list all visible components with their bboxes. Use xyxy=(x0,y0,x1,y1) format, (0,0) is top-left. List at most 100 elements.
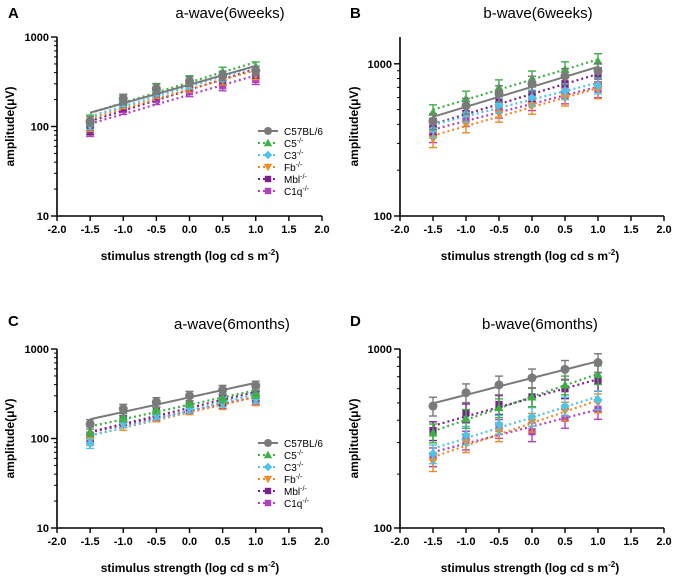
data-point-c xyxy=(118,418,128,428)
legend-label-a: C57BL/6 xyxy=(284,127,323,138)
legend-label-c: C5-/- xyxy=(284,450,304,462)
x-axis-label-a: stimulus strength (log cd s m-2) xyxy=(101,248,279,263)
data-point-d xyxy=(461,413,471,422)
data-point-b xyxy=(527,92,537,103)
x-tick-label-c: 0.5 xyxy=(215,536,230,548)
data-point-d xyxy=(428,449,438,459)
data-point-c xyxy=(184,403,195,413)
y-tick-label-b: 100 xyxy=(374,211,392,223)
legend-marker-c xyxy=(263,475,273,484)
legend-marker-a xyxy=(263,163,273,172)
series-line-d-0 xyxy=(432,360,599,405)
y-tick-label-b: 1000 xyxy=(368,59,392,71)
x-tick-label-a: -2.0 xyxy=(48,224,67,236)
svg-text:amplitude(μV): amplitude(μV) xyxy=(347,86,361,166)
legend-label-c: C3-/- xyxy=(284,462,304,474)
series-a-fb xyxy=(85,69,261,133)
y-tick-label-a: 1000 xyxy=(25,32,49,44)
x-tick-label-d: 2.0 xyxy=(656,536,671,548)
legend-marker-c xyxy=(264,499,272,507)
x-tick-label-c: 2.0 xyxy=(314,536,329,548)
panel-label-a: A xyxy=(8,5,19,22)
svg-text:amplitude(μV): amplitude(μV) xyxy=(347,398,361,478)
data-point-c xyxy=(251,381,261,391)
plot-area-c: 10 100 1000 -2.0 -1.5 -1.0 -0.5 0.0 0.5 1.0 1.5 2.0… xyxy=(25,344,330,548)
data-point-c xyxy=(118,412,128,421)
data-point-d xyxy=(461,388,471,398)
legend-marker-a xyxy=(264,175,272,183)
series-d-fb xyxy=(428,393,603,473)
y-tick-label-c: 1000 xyxy=(25,344,49,356)
data-point-d xyxy=(428,401,438,411)
series-line-b-1 xyxy=(432,58,599,111)
data-point-b xyxy=(560,86,570,96)
data-point-d xyxy=(560,364,570,374)
x-tick-label-a: -0.5 xyxy=(147,224,166,236)
x-tick-label-a: 0.0 xyxy=(182,224,197,236)
x-tick-label-d: 1.0 xyxy=(590,536,605,548)
x-tick-label-b: 2.0 xyxy=(656,224,671,236)
y-tick-label-c: 100 xyxy=(31,434,49,446)
x-tick-label-c: -2.0 xyxy=(48,536,67,548)
legend-marker-c xyxy=(264,487,272,495)
data-point-d xyxy=(494,419,504,429)
x-tick-label-d: 1.5 xyxy=(623,536,638,548)
panel-title-a: a-wave(6weeks) xyxy=(175,5,284,22)
data-point-d xyxy=(560,380,570,389)
data-point-d xyxy=(527,392,537,401)
series-d-c5 xyxy=(428,365,603,444)
series-line-a-2 xyxy=(89,65,257,118)
legend-marker-c xyxy=(263,462,273,472)
x-tick-label-c: 0.0 xyxy=(182,536,197,548)
y-axis-label-d: amplitude(μV) xyxy=(347,398,361,478)
data-point-c xyxy=(218,385,228,395)
x-tick-label-d: 0.0 xyxy=(524,536,539,548)
data-point-a xyxy=(219,82,227,90)
series-line-b-0 xyxy=(432,65,599,118)
x-tick-label-d: -1.5 xyxy=(424,536,443,548)
x-tick-label-b: 1.5 xyxy=(623,224,638,236)
data-point-c xyxy=(85,426,95,436)
x-tick-label-c: 1.5 xyxy=(281,536,296,548)
x-tick-label-d: -1.0 xyxy=(457,536,476,548)
data-point-b xyxy=(494,110,504,119)
data-point-b xyxy=(593,66,603,76)
x-axis-label-c: stimulus strength (log cd s m-2) xyxy=(101,560,279,575)
x-tick-label-a: 0.5 xyxy=(215,224,230,236)
series-line-a-5 xyxy=(89,74,257,125)
legend-marker-a xyxy=(264,127,272,135)
panel-title-b: b-wave(6weeks) xyxy=(483,5,592,22)
data-point-a xyxy=(118,94,128,104)
data-point-d xyxy=(428,428,438,437)
data-point-a xyxy=(151,84,161,94)
x-tick-label-b: 1.0 xyxy=(590,224,605,236)
panel-label-c: C xyxy=(8,313,19,330)
series-line-c-0 xyxy=(89,381,257,421)
y-tick-label-d: 1000 xyxy=(368,344,392,356)
plot-area-b: 100 1000 -2.0 -1.5 -1.0 -0.5 0.0 0.5 1.0 1.5 2.0 xyxy=(368,37,672,236)
x-tick-label-c: -1.5 xyxy=(81,536,100,548)
x-tick-label-a: 1.5 xyxy=(281,224,296,236)
legend-marker-c xyxy=(264,439,272,447)
series-line-b-3 xyxy=(432,86,599,137)
legend-label-c: Fb-/- xyxy=(284,474,303,486)
data-point-c xyxy=(251,388,261,397)
series-d-c57bl6 xyxy=(428,353,603,417)
series-c-c1q xyxy=(86,394,260,443)
panel-b: B b-wave(6weeks) amplitude(μV) stimulus … xyxy=(347,5,672,263)
x-tick-label-b: -1.5 xyxy=(424,224,443,236)
series-c-fb xyxy=(85,395,261,447)
legend-c: C57BL/6C5-/-C3-/-Fb-/-Mbl-/-C1q-/- xyxy=(258,439,323,510)
series-d-c3 xyxy=(428,390,603,465)
panel-c: C a-wave(6months) amplitude(μV) stimulus… xyxy=(3,313,330,575)
data-point-c xyxy=(85,438,95,449)
series-a-mbl xyxy=(86,67,260,136)
legend-label-a: C1q-/- xyxy=(284,186,310,198)
plot-area-d: 100 1000 -2.0 -1.5 -1.0 -0.5 0.0 0.5 1.0 1.5 2.0 xyxy=(368,344,672,548)
x-tick-label-a: 2.0 xyxy=(314,224,329,236)
x-tick-label-a: -1.5 xyxy=(81,224,100,236)
panel-label-d: D xyxy=(350,313,361,330)
x-tick-label-c: 1.0 xyxy=(248,536,263,548)
x-axis-label-d: stimulus strength (log cd s m-2) xyxy=(441,560,619,575)
